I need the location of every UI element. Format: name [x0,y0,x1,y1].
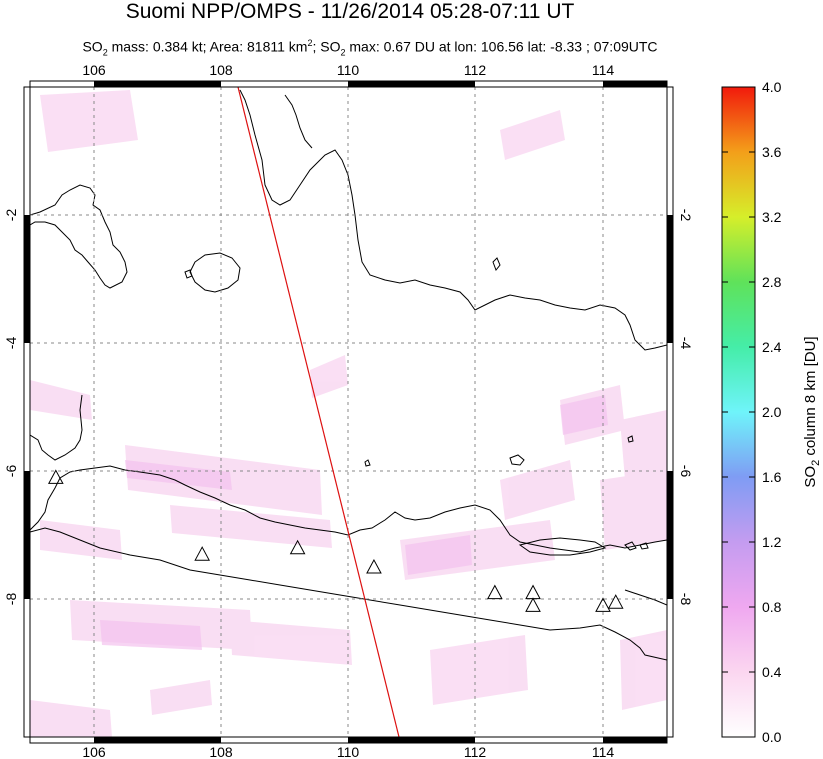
colorbar-tick-label: 0.0 [762,729,782,745]
map-frame [23,80,674,744]
frame-bottom-110-112 [348,737,475,743]
colorbar-label: SO2 column 8 km [DU] [802,336,822,487]
lat-label-right-minus-2: -2 [678,209,694,222]
lat-label-left-minus-8: -8 [3,593,19,606]
lat-label-right-minus-8: -8 [678,593,694,606]
sumatra-coast [30,184,128,289]
subtitle-so2-sub-2: 2 [340,47,346,58]
frame-bottom-106-108 [94,737,221,743]
frame-bottom-114-end [603,737,667,743]
volcano-marker [366,558,382,574]
lon-label-bottom-108: 108 [209,744,233,759]
frame-right-6-8 [667,471,673,599]
lat-label-right-minus-6: -6 [678,465,694,478]
lon-label-bottom-110: 110 [337,744,360,759]
map-subtitle: SO2 mass: 0.384 kt; Area: 81811 km2; SO2… [0,34,740,61]
frame-top-106-108 [94,81,221,87]
coastlines [30,89,667,661]
volcano-marker [487,584,503,600]
java-coast [30,465,667,553]
orbit-track-line [237,87,400,737]
java-south-coast [30,527,667,661]
colorbar-tick-label: 4.0 [762,79,782,95]
frame-top-110-112 [348,81,475,87]
so2-pixels [30,90,667,737]
lon-labels-top: 106 108 110 112 114 [82,62,614,78]
colorbar-tick-label: 2.4 [762,339,782,355]
small-island-5 [627,435,634,443]
madura-coast [518,537,607,556]
lon-label-bottom-114: 114 [592,744,615,759]
colorbar-tick-label: 2.8 [762,274,782,290]
volcano-markers [47,469,624,612]
belitung-coast [189,252,241,293]
colorbar-tick-label: 3.2 [762,209,782,225]
lon-label-top-114: 114 [592,62,615,78]
small-island-1 [184,269,193,279]
colorbar-tick-label: 0.8 [762,599,782,615]
frame-top-114-end [603,81,667,87]
borneo-north [284,94,313,149]
borneo-coast [239,89,667,351]
lon-label-top-108: 108 [209,62,233,78]
colorbar-ticks: 4.0 3.6 3.2 2.8 2.4 2.0 1.6 1.2 0.8 0.4 0.0 [722,79,782,745]
frame-bottom-outline [29,736,668,744]
map-plot-area [30,87,667,737]
volcano-marker [525,597,541,612]
colorbar-tick-label: 1.6 [762,469,782,485]
lat-label-left-minus-2: -2 [3,209,19,222]
so2-pixels-strong [100,395,608,650]
frame-right-outline [666,86,674,738]
lat-labels-right: -2 -4 -6 -8 [678,209,694,606]
volcano-marker [607,594,624,609]
lat-labels-left: -2 -4 -6 -8 [3,209,19,606]
small-island-2 [624,541,637,551]
frame-left-2-4 [24,215,30,343]
volcano-marker [194,546,210,561]
colorbar-label-suffix: column 8 km [DU] [802,336,819,459]
colorbar-tick-label: 0.4 [762,664,782,680]
subtitle-so2-max: max: 0.67 DU at lon: 106.56 lat: -8.33 ;… [345,38,658,55]
lon-label-top-112: 112 [464,62,487,78]
karimun-island [509,454,525,466]
colorbar-tick-label: 2.0 [762,404,782,420]
lon-label-bottom-112: 112 [464,744,487,759]
borneo-islet [492,257,501,271]
colorbar: 4.0 3.6 3.2 2.8 2.4 2.0 1.6 1.2 0.8 0.4 0.0 SO2 co… [721,79,822,745]
map-title: Suomi NPP/OMPS - 11/26/2014 05:28-07:11 … [125,0,575,23]
lon-label-top-110: 110 [337,62,360,78]
lon-label-top-106: 106 [82,62,106,78]
subtitle-area-sup: 2 [307,38,313,48]
colorbar-label-sub: 2 [810,460,822,466]
frame-right-2-4 [667,215,673,343]
lat-label-right-minus-4: -4 [678,337,694,350]
subtitle-so2-mass-prefix: SO [82,38,103,55]
volcano-marker [595,597,611,612]
subtitle-mass-area: mass: 0.384 kt; Area: 81811 km [107,38,308,55]
colorbar-tick-label: 3.6 [762,144,782,160]
lat-label-left-minus-6: -6 [3,465,19,478]
frame-left-6-8 [24,471,30,599]
sumatra-coast-2 [30,394,83,461]
lat-label-left-minus-4: -4 [3,337,19,350]
subtitle-so2-sub-1: 2 [102,47,108,58]
frame-left-outline [23,86,31,738]
frame-top-outline [29,80,668,88]
small-island-3 [639,542,649,550]
colorbar-label-prefix: SO [802,466,819,488]
colorbar-tick-label: 1.2 [762,534,782,550]
bali-coast [624,589,667,606]
lon-label-bottom-106: 106 [82,744,106,759]
volcano-marker [289,539,306,555]
lon-labels-bottom: 106 108 110 112 114 [82,744,614,759]
graticule [30,87,667,737]
subtitle-so2-max-prefix: ; SO [312,38,341,55]
volcano-marker [47,469,64,484]
small-island-4 [364,459,371,467]
